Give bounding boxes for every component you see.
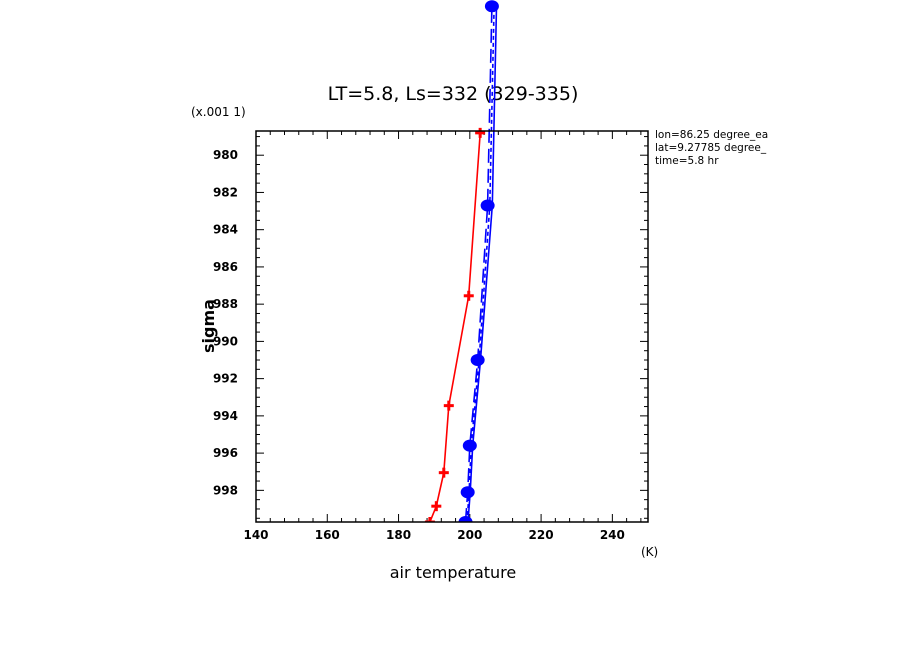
axis-ticks: 140 160 180 200 220 240 980 982 984 986 988 990 992 9… xyxy=(213,131,648,542)
data-point-blue-long-dash xyxy=(480,199,495,212)
x-tick-label: 220 xyxy=(529,528,554,542)
data-point-blue-long-dash xyxy=(458,516,473,522)
series-line-red xyxy=(429,132,481,522)
y-tick-label: 984 xyxy=(213,223,238,237)
x-tick-label: 240 xyxy=(600,528,625,542)
data-point-blue-long-dash xyxy=(484,0,499,13)
x-tick-label: 200 xyxy=(457,528,482,542)
y-scale-label: (x.001 1) xyxy=(191,105,246,119)
x-axis-label: air temperature xyxy=(390,563,516,582)
data-point-blue-long-dash xyxy=(462,439,477,452)
y-tick-label: 980 xyxy=(213,148,238,162)
x-tick-label: 140 xyxy=(243,528,268,542)
x-unit-label: (K) xyxy=(641,545,658,559)
y-axis-label: sigma xyxy=(199,299,218,353)
annotation-time: time=5.8 hr xyxy=(655,155,719,167)
y-tick-label: 996 xyxy=(213,446,238,460)
y-tick-label: 994 xyxy=(213,409,238,423)
data-point-blue-long-dash xyxy=(460,486,475,499)
series-line-blue-short-dash xyxy=(466,6,495,522)
series-layer xyxy=(424,0,499,522)
y-tick-label: 982 xyxy=(213,185,238,199)
annotation-lat: lat=9.27785 degree_ xyxy=(655,142,767,154)
x-tick-label: 160 xyxy=(315,528,340,542)
y-tick-label: 990 xyxy=(213,334,238,348)
data-point-blue-long-dash xyxy=(470,354,485,367)
annotation-lon: lon=86.25 degree_ea xyxy=(655,129,768,141)
x-tick-label: 180 xyxy=(386,528,411,542)
y-tick-label: 986 xyxy=(213,260,238,274)
plot-frame xyxy=(255,130,649,523)
y-tick-label: 998 xyxy=(213,483,238,497)
chart-title: LT=5.8, Ls=332 (329-335) xyxy=(328,83,579,105)
y-tick-label: 992 xyxy=(213,372,238,386)
y-tick-label: 988 xyxy=(213,297,238,311)
